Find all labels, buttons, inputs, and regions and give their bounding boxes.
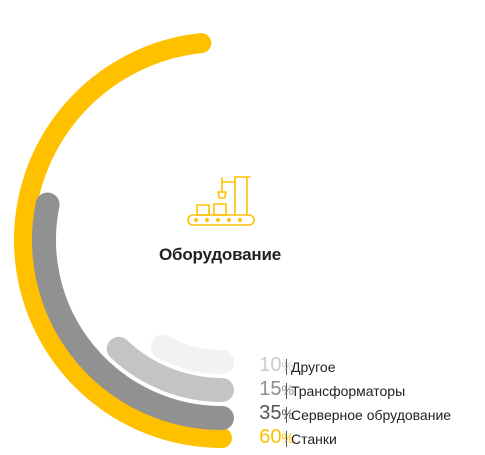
radial-bar-2 — [106, 336, 234, 402]
legend-percent: 35% — [236, 402, 294, 425]
legend-label: Трансформаторы — [291, 383, 406, 399]
legend-divider — [286, 431, 287, 447]
legend-percent: 10% — [236, 354, 294, 377]
legend-divider — [286, 407, 287, 423]
legend-percent: 15% — [236, 378, 294, 401]
conveyor-crane-icon — [187, 176, 255, 226]
legend-percent: 60% — [236, 426, 294, 449]
legend-percent-sign: % — [281, 382, 294, 398]
chart-title: Оборудование — [159, 245, 281, 264]
legend-divider — [286, 359, 287, 375]
radial-bar-1 — [150, 334, 234, 374]
radial-bar-4 — [14, 33, 232, 448]
legend-label: Станки — [291, 431, 337, 447]
legend-percent-sign: % — [281, 406, 294, 422]
legend-value: 35 — [259, 402, 282, 424]
legend-divider — [286, 383, 287, 399]
legend-percent-sign: % — [281, 430, 294, 446]
legend-label: Серверное обрудование — [291, 407, 452, 423]
legend-value: 15 — [259, 378, 282, 400]
legend-value: 60 — [259, 426, 282, 448]
radial-bar-3 — [32, 192, 234, 430]
legend-label: Другое — [291, 359, 336, 375]
legend-percent-sign: % — [281, 358, 294, 374]
legend-value: 10 — [259, 354, 282, 376]
